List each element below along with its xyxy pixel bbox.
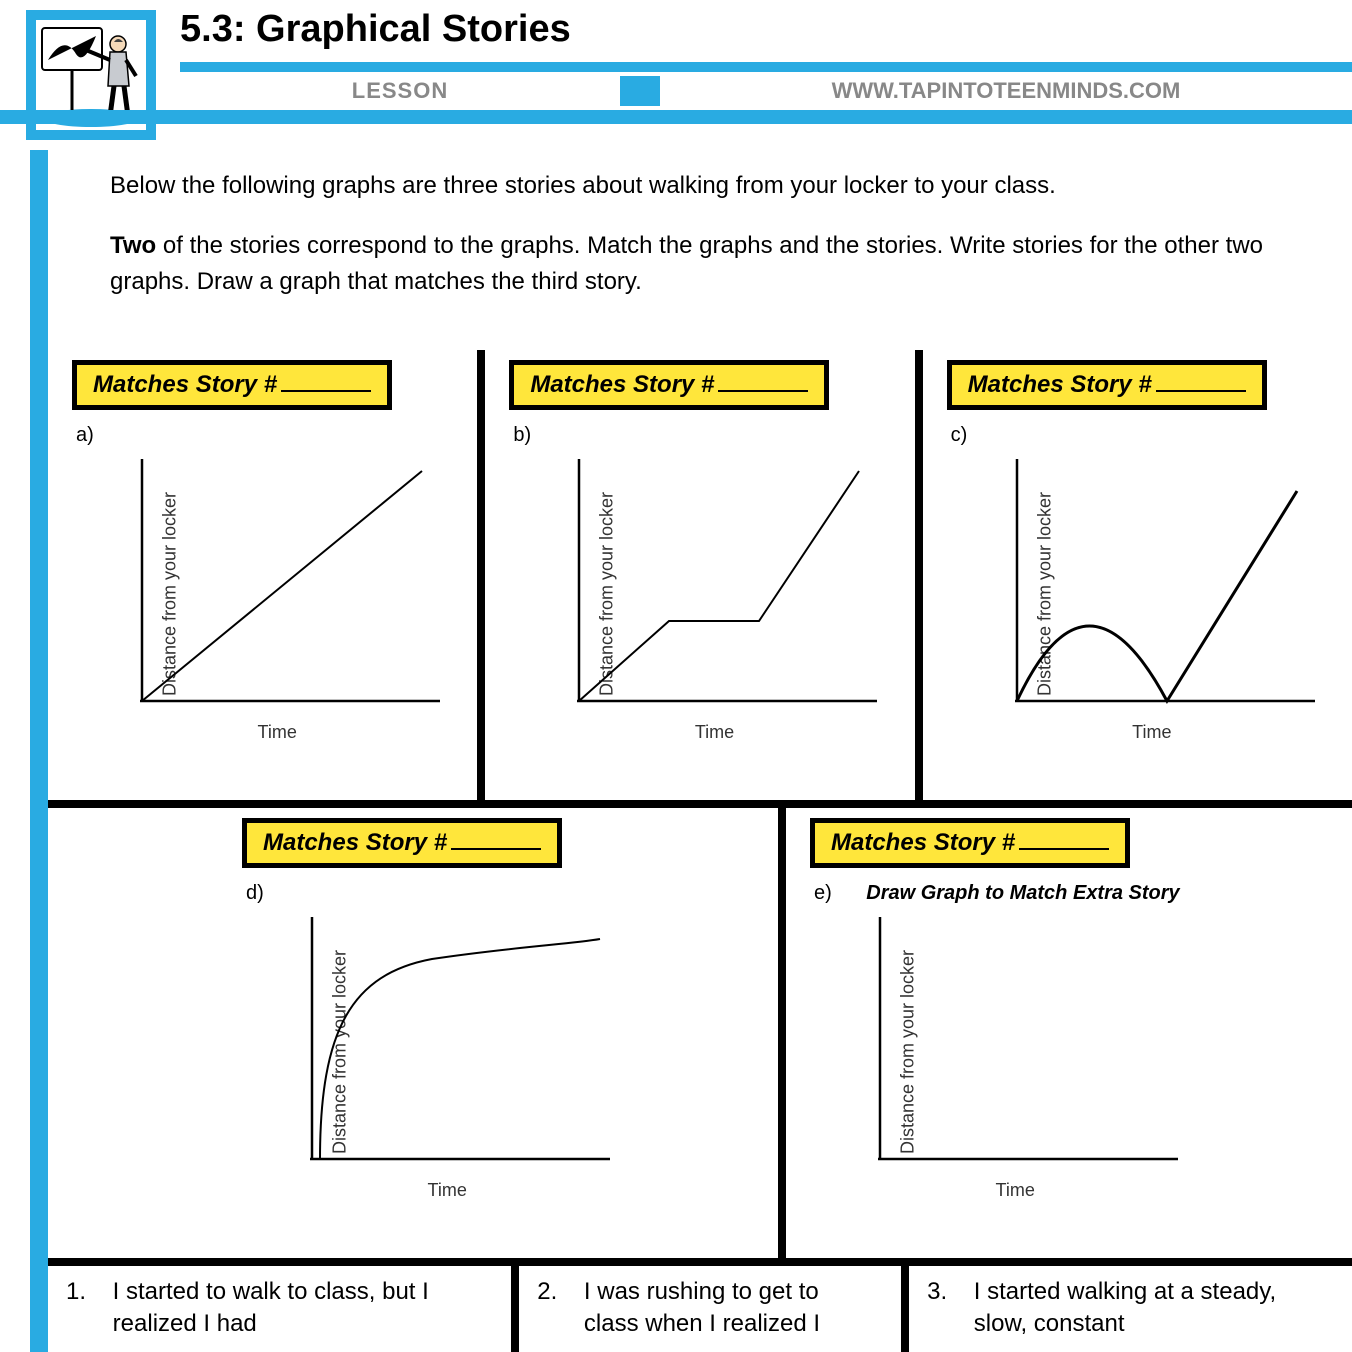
graph-a-svg	[140, 459, 440, 713]
match-label: Matches Story #	[530, 371, 714, 398]
x-axis-label: Time	[996, 1180, 1035, 1201]
graph-row-2: Matches Story # d) Distance from your lo…	[48, 808, 1352, 1258]
graph-c-svg	[1015, 459, 1315, 713]
story-3-text: I started walking at a steady, slow, con…	[964, 1276, 1325, 1341]
graph-letter-a: a)	[76, 424, 459, 447]
match-box-a[interactable]: Matches Story #	[72, 360, 392, 410]
worksheet-page: 5.3: Graphical Stories LESSON WWW.TAPINT…	[0, 0, 1352, 1352]
match-box-d[interactable]: Matches Story #	[242, 818, 562, 868]
story-1-text: I started to walk to class, but I realiz…	[103, 1276, 484, 1341]
match-label: Matches Story #	[93, 371, 277, 398]
graph-row-1: Matches Story # a) Distance from your lo…	[48, 350, 1352, 800]
header-rule-bottom	[0, 110, 1352, 124]
graph-cell-b: Matches Story # b) Distance from your lo…	[485, 350, 914, 800]
blank-a[interactable]	[281, 373, 371, 392]
graph-c: Distance from your locker Time	[947, 449, 1327, 739]
left-vertical-rule	[30, 150, 48, 1352]
header: 5.3: Graphical Stories LESSON WWW.TAPINT…	[0, 0, 1352, 170]
story-1-num: 1.	[66, 1276, 96, 1308]
stories-row: 1. I started to walk to class, but I rea…	[48, 1266, 1352, 1352]
x-axis-label: Time	[428, 1180, 467, 1201]
x-axis-label: Time	[695, 722, 734, 743]
row2-left-spacer	[48, 808, 218, 1258]
match-box-e[interactable]: Matches Story #	[810, 818, 1130, 868]
blank-e[interactable]	[1019, 831, 1109, 850]
story-divider-2	[901, 1266, 909, 1352]
graph-letter-b: b)	[513, 424, 896, 447]
story-3-num: 3.	[927, 1276, 957, 1308]
graph-d-svg	[310, 917, 610, 1171]
graph-cell-d: Matches Story # d) Distance from your lo…	[218, 808, 778, 1258]
graph-letter-c: c)	[951, 424, 1334, 447]
col-divider-2	[915, 350, 923, 800]
blank-b[interactable]	[718, 373, 808, 392]
story-2-num: 2.	[537, 1276, 567, 1308]
graph-b-path	[579, 471, 859, 701]
graph-cell-c: Matches Story # c) Distance from your lo…	[923, 350, 1352, 800]
graph-a-path	[142, 471, 422, 701]
intro-text: Below the following graphs are three sto…	[110, 168, 1322, 324]
story-2: 2. I was rushing to get to class when I …	[519, 1266, 901, 1352]
graph-cell-a: Matches Story # a) Distance from your lo…	[48, 350, 477, 800]
graph-cell-e: Matches Story # e) Draw Graph to Match E…	[786, 808, 1346, 1258]
blank-c[interactable]	[1156, 373, 1246, 392]
match-box-c[interactable]: Matches Story #	[947, 360, 1267, 410]
graph-c-path	[1017, 491, 1297, 701]
graph-e-subtitle: Draw Graph to Match Extra Story	[866, 882, 1179, 904]
graph-b: Distance from your locker Time	[509, 449, 889, 739]
graph-a: Distance from your locker Time	[72, 449, 452, 739]
page-title: 5.3: Graphical Stories	[180, 8, 571, 51]
graph-e-svg	[878, 917, 1178, 1171]
intro-p1: Below the following graphs are three sto…	[110, 168, 1322, 204]
col-divider-3	[778, 808, 786, 1258]
col-divider-1	[477, 350, 485, 800]
intro-p2: Two of the stories correspond to the gra…	[110, 228, 1322, 300]
graph-d: Distance from your locker Time	[242, 907, 622, 1197]
blank-d[interactable]	[451, 831, 541, 850]
match-box-b[interactable]: Matches Story #	[509, 360, 829, 410]
graph-e[interactable]: Distance from your locker Time	[810, 907, 1190, 1197]
graph-letter-e: e)	[814, 882, 832, 905]
story-1: 1. I started to walk to class, but I rea…	[48, 1266, 511, 1352]
x-axis-label: Time	[1132, 722, 1171, 743]
intro-p2-rest: of the stories correspond to the graphs.…	[110, 232, 1263, 295]
x-axis-label: Time	[258, 722, 297, 743]
header-sub-right: WWW.TAPINTOTEENMINDS.COM	[660, 76, 1352, 106]
graph-letter-d: d)	[246, 882, 760, 905]
row-divider-2	[48, 1258, 1352, 1266]
story-2-text: I was rushing to get to class when I rea…	[574, 1276, 874, 1341]
header-sub-gap	[620, 76, 660, 106]
header-sub-left: LESSON	[180, 76, 620, 106]
row-divider-1	[48, 800, 1352, 808]
match-label: Matches Story #	[831, 829, 1015, 856]
match-label: Matches Story #	[263, 829, 447, 856]
header-subrow: LESSON WWW.TAPINTOTEENMINDS.COM	[180, 76, 1352, 106]
story-3: 3. I started walking at a steady, slow, …	[909, 1266, 1352, 1352]
graph-d-path	[320, 939, 600, 1159]
graph-b-svg	[577, 459, 877, 713]
match-label: Matches Story #	[968, 371, 1152, 398]
intro-p2-bold: Two	[110, 232, 156, 259]
story-divider-1	[511, 1266, 519, 1352]
header-rule-top	[180, 62, 1352, 72]
graph-e-header-row: e) Draw Graph to Match Extra Story	[810, 876, 1328, 907]
